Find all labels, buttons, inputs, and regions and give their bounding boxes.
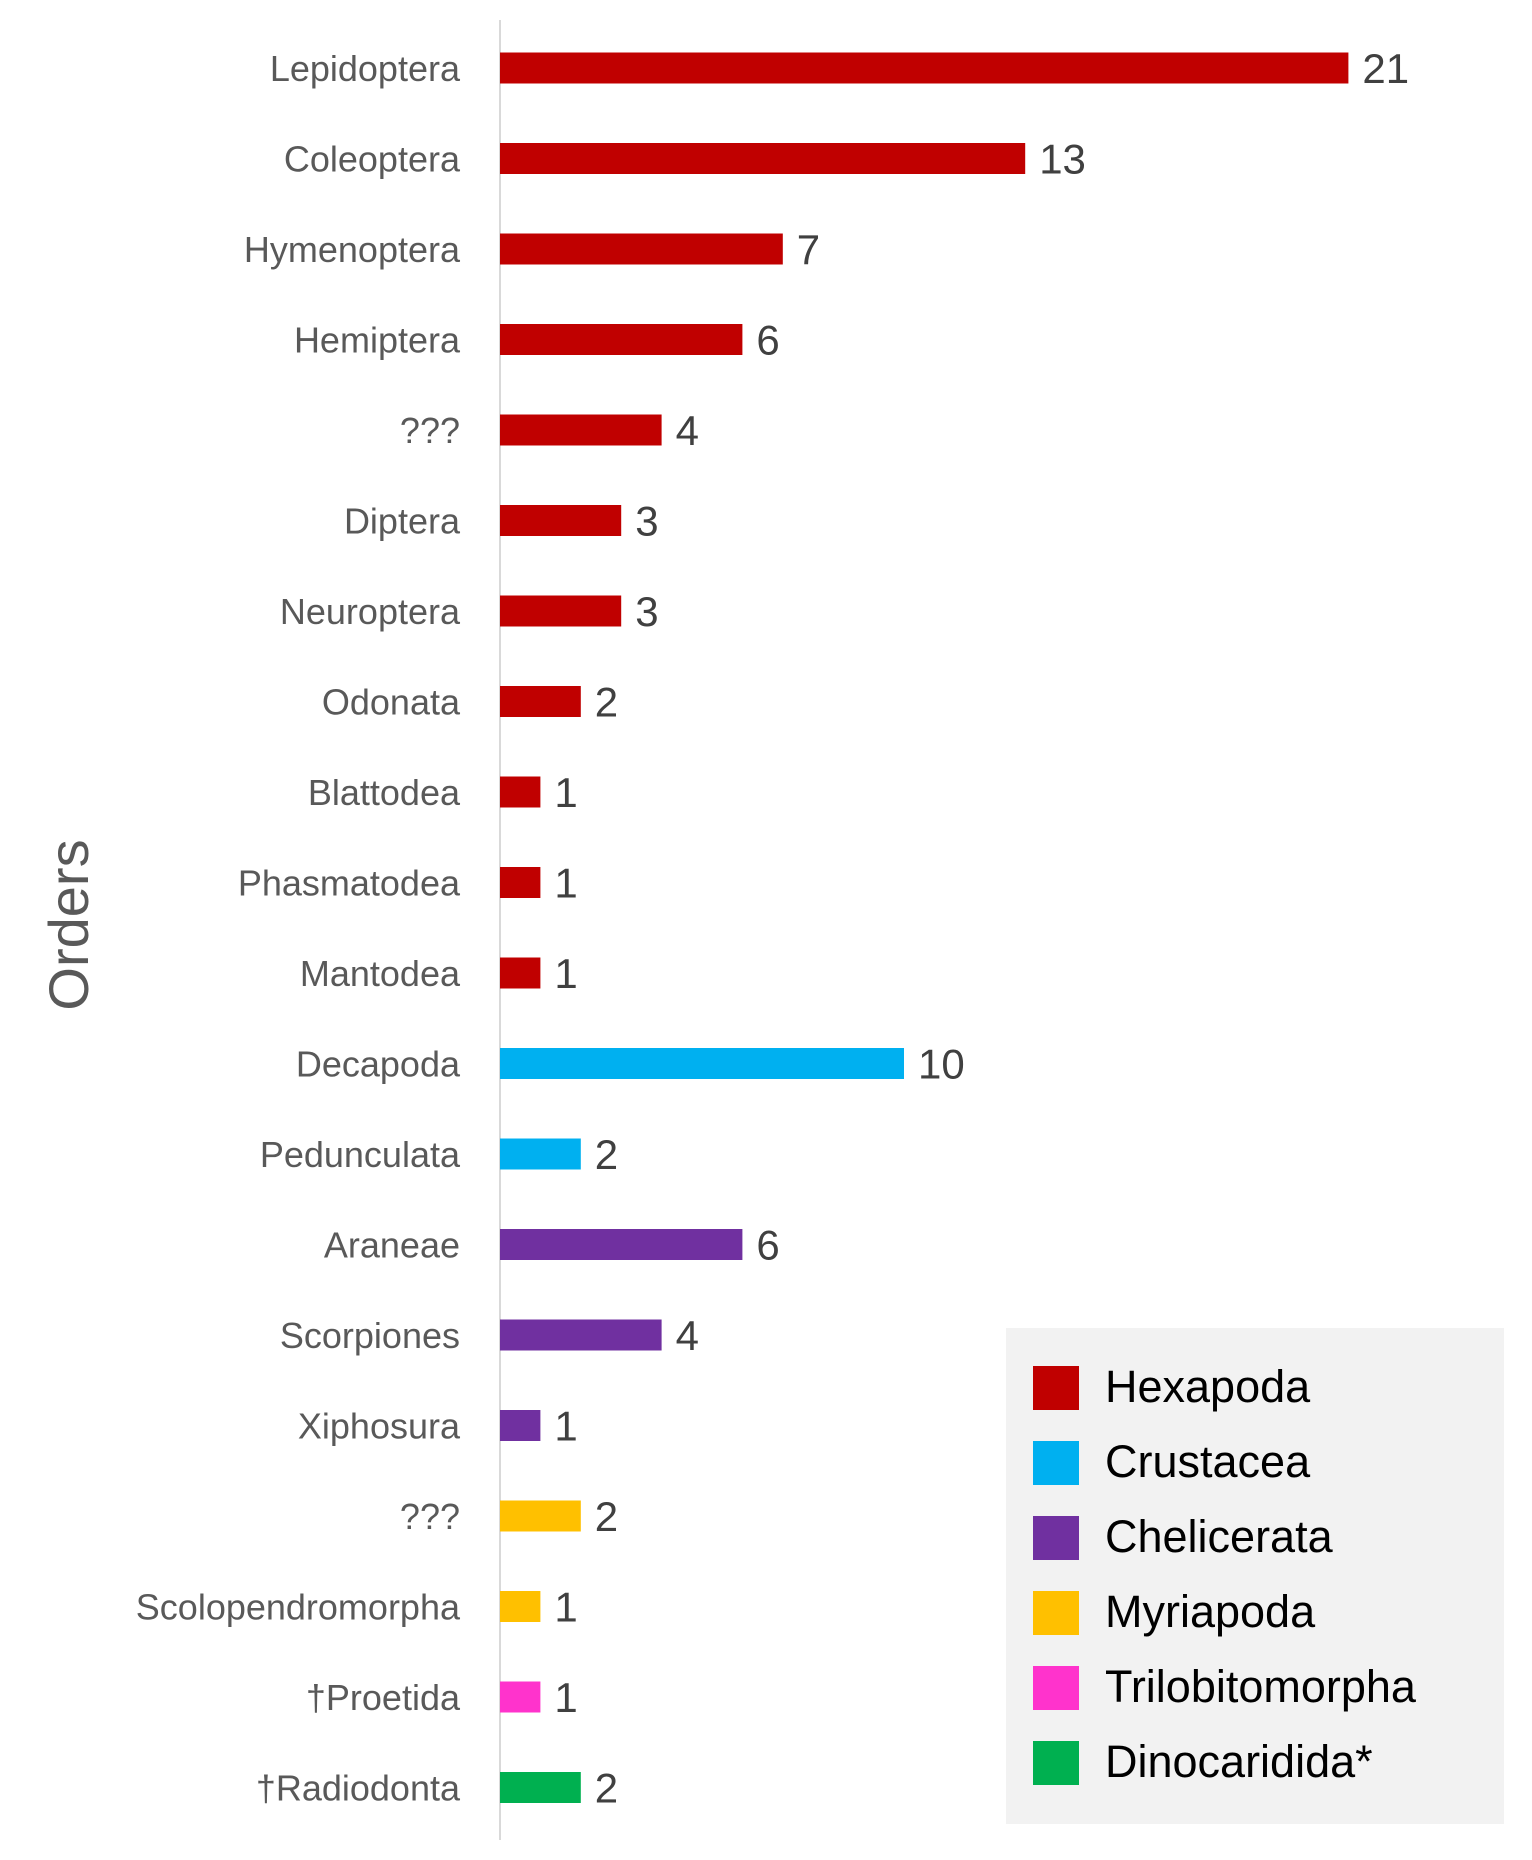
bar <box>500 143 1026 174</box>
bar <box>500 1138 581 1170</box>
data-label: 1 <box>554 1674 577 1721</box>
bar <box>500 1048 904 1079</box>
bar <box>500 686 581 717</box>
data-label: 1 <box>554 1584 577 1631</box>
legend-label: Hexapoda <box>1105 1361 1311 1412</box>
data-label: 2 <box>595 1493 618 1540</box>
data-label: 10 <box>918 1041 965 1088</box>
bar <box>500 776 541 808</box>
legend-swatch <box>1033 1366 1079 1410</box>
category-label: Scolopendromorpha <box>136 1587 461 1628</box>
legend-swatch <box>1033 1666 1079 1710</box>
bar <box>500 52 1349 84</box>
bar <box>500 1410 541 1441</box>
bar <box>500 595 622 627</box>
bar <box>500 414 662 446</box>
bar <box>500 1229 743 1260</box>
bar <box>500 957 541 989</box>
legend-swatch <box>1033 1591 1079 1635</box>
category-label: Araneae <box>324 1225 460 1266</box>
category-label: Odonata <box>322 682 461 723</box>
data-label: 6 <box>756 1222 779 1269</box>
category-label: Hemiptera <box>294 320 461 361</box>
legend-swatch <box>1033 1516 1079 1560</box>
category-label: ??? <box>400 410 460 451</box>
category-label: Pedunculata <box>260 1134 461 1175</box>
category-label: Phasmatodea <box>238 863 461 904</box>
data-label: 4 <box>676 407 699 454</box>
data-label: 13 <box>1039 136 1086 183</box>
y-axis-title: Orders <box>37 839 100 1010</box>
bar <box>500 1591 541 1622</box>
bar <box>500 1500 581 1532</box>
legend-label: Dinocaridida* <box>1105 1736 1373 1787</box>
category-label: Scorpiones <box>280 1315 460 1356</box>
category-label: †Proetida <box>306 1677 461 1718</box>
data-label: 1 <box>554 769 577 816</box>
data-label: 2 <box>595 1765 618 1812</box>
bar <box>500 1772 581 1803</box>
data-label: 1 <box>554 1403 577 1450</box>
category-label: Coleoptera <box>284 139 461 180</box>
category-label: †Radiodonta <box>256 1768 461 1809</box>
bar <box>500 505 622 536</box>
data-label: 1 <box>554 860 577 907</box>
legend: Hexapoda Crustacea Chelicerata Myriapoda Tri… <box>1006 1328 1504 1824</box>
category-label: Lepidoptera <box>270 48 461 89</box>
data-label: 2 <box>595 1131 618 1178</box>
bar <box>500 324 743 355</box>
legend-label: Chelicerata <box>1105 1511 1334 1562</box>
data-label: 3 <box>635 588 658 635</box>
category-label: Blattodea <box>308 772 461 813</box>
bar <box>500 1681 541 1713</box>
legend-swatch <box>1033 1441 1079 1485</box>
data-label: 7 <box>797 226 820 273</box>
data-label: 3 <box>635 498 658 545</box>
bar <box>500 867 541 898</box>
data-label: 6 <box>756 317 779 364</box>
category-label: ??? <box>400 1496 460 1537</box>
legend-label: Trilobitomorpha <box>1105 1661 1417 1712</box>
bar <box>500 233 783 265</box>
legend-label: Myriapoda <box>1105 1586 1316 1637</box>
category-label: Decapoda <box>296 1044 461 1085</box>
data-label: 2 <box>595 679 618 726</box>
category-label: Neuroptera <box>280 591 461 632</box>
category-label: Xiphosura <box>298 1406 461 1447</box>
legend-background <box>1006 1328 1504 1824</box>
data-label: 21 <box>1362 45 1409 92</box>
data-label: 1 <box>554 950 577 997</box>
legend-swatch <box>1033 1741 1079 1785</box>
bar <box>500 1319 662 1351</box>
legend-label: Crustacea <box>1105 1436 1311 1487</box>
category-label: Mantodea <box>300 953 461 994</box>
data-label: 4 <box>676 1312 699 1359</box>
category-label: Hymenoptera <box>244 229 461 270</box>
category-label: Diptera <box>344 501 461 542</box>
